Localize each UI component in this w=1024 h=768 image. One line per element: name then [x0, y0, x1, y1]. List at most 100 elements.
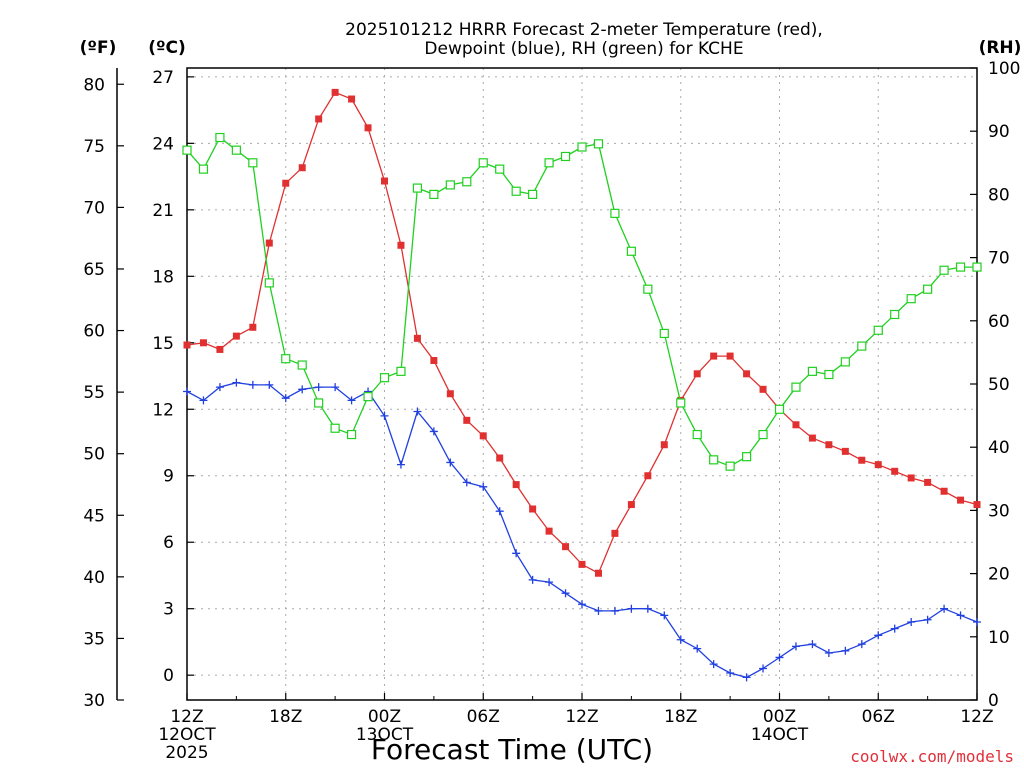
- x-tick-label: 14OCT: [751, 725, 809, 745]
- dewpoint-point: [956, 611, 965, 620]
- fahrenheit-tick-label: 60: [83, 322, 105, 342]
- rh-point: [297, 360, 307, 370]
- temperature-point: [232, 332, 240, 340]
- temperature-point: [381, 177, 388, 185]
- temperature-point: [430, 357, 438, 365]
- rh-point: [824, 369, 834, 380]
- fahrenheit-tick-label: 45: [83, 506, 105, 526]
- dewpoint-point: [857, 640, 866, 649]
- temperature-point: [660, 441, 668, 449]
- rh-point: [363, 392, 373, 402]
- temperature-point: [825, 441, 833, 449]
- dewpoint-point: [578, 600, 586, 609]
- dewpoint-point: [429, 427, 438, 436]
- temperature-point: [957, 496, 965, 504]
- rh-point: [676, 398, 686, 408]
- fahrenheit-tick-label: 40: [83, 568, 105, 588]
- dewpoint-point: [874, 631, 883, 640]
- rh-point: [495, 164, 505, 174]
- rh-point: [445, 180, 455, 190]
- rh-point: [709, 455, 719, 465]
- x-tick-label: 06Z: [467, 707, 500, 727]
- temperature-point: [331, 88, 339, 96]
- temperature-point: [644, 472, 652, 480]
- rh-point: [528, 189, 538, 199]
- x-tick-label: 00Z: [368, 707, 401, 727]
- dewpoint-point: [627, 604, 636, 613]
- dewpoint-point: [281, 394, 290, 403]
- rh-point: [873, 325, 883, 335]
- grid-lines: [186, 68, 978, 700]
- rh-point: [593, 139, 604, 149]
- title-line-2: Dewpoint (blue), RH (green) for KCHE: [424, 39, 743, 59]
- series-layer: [182, 88, 982, 682]
- temperature-point: [578, 560, 586, 568]
- temperature-point: [348, 95, 356, 103]
- rh-tick-label: 30: [988, 501, 1010, 521]
- rh-point: [330, 423, 340, 433]
- dewpoint-point: [528, 575, 537, 584]
- temperature-point: [183, 341, 191, 349]
- dewpoint-point: [298, 385, 307, 394]
- temperature-point: [874, 461, 882, 469]
- rh-point: [923, 284, 933, 294]
- rh-point: [478, 158, 488, 168]
- x-tick-label: 12Z: [170, 707, 203, 727]
- dewpoint-point: [199, 396, 208, 405]
- dewpoint-point: [759, 664, 768, 673]
- dewpoint-point: [561, 589, 570, 598]
- rh-tick-label: 100: [988, 59, 1020, 79]
- temperature-point: [529, 505, 537, 513]
- rh-point: [840, 357, 850, 367]
- rh-tick-label: 10: [988, 628, 1010, 648]
- series-rh: [182, 132, 982, 471]
- dewpoint-point: [545, 578, 554, 587]
- rh-point: [692, 429, 702, 440]
- chart-title: 2025101212 HRRR Forecast 2-meter Tempera…: [345, 20, 823, 59]
- rh-point: [560, 151, 571, 162]
- dewpoint-point: [331, 383, 340, 392]
- rh-point: [972, 262, 982, 272]
- fahrenheit-unit-label: (ºF): [80, 38, 117, 58]
- dewpoint-point: [726, 668, 735, 677]
- rh-point: [791, 382, 801, 392]
- rh-point: [379, 373, 390, 383]
- rh-point: [281, 354, 291, 364]
- fahrenheit-tick-label: 65: [83, 260, 105, 280]
- x-tick-label: 18Z: [664, 707, 697, 727]
- temperature-point: [479, 432, 487, 440]
- dewpoint-point: [940, 604, 949, 613]
- rh-point: [890, 309, 900, 320]
- rh-point: [955, 262, 966, 272]
- dewpoint-point: [512, 549, 521, 558]
- rh-point: [231, 145, 241, 155]
- rh-tick-label: 50: [988, 375, 1010, 395]
- rh-point: [544, 158, 554, 168]
- temperature-point: [940, 487, 948, 495]
- rh-point: [758, 429, 768, 440]
- temperature-point: [858, 456, 866, 464]
- rh-point: [462, 177, 472, 187]
- temperature-point: [364, 124, 372, 132]
- temperature-point: [907, 474, 915, 482]
- fahrenheit-tick-label: 35: [83, 629, 105, 649]
- fahrenheit-axis: 30 35 40 45 50 55 60 65 70 75 80: [83, 68, 124, 711]
- temperature-point: [891, 467, 899, 475]
- dewpoint-point: [396, 460, 405, 469]
- rh-unit-label: (RH): [979, 38, 1022, 58]
- rh-tick-label: 90: [988, 122, 1010, 142]
- dewpoint-point: [841, 646, 850, 655]
- celsius-tick-label: 12: [152, 400, 174, 420]
- rh-point: [610, 208, 620, 218]
- temperature-point: [265, 239, 273, 247]
- dewpoint-point: [643, 604, 652, 613]
- temperature-point: [397, 241, 405, 249]
- dewpoint-point: [380, 411, 389, 420]
- temperature-point: [282, 179, 290, 187]
- rh-point: [511, 186, 521, 196]
- temperature-point: [298, 164, 306, 172]
- fahrenheit-tick-label: 50: [83, 445, 105, 465]
- temperature-point: [693, 370, 701, 378]
- plot-frame: [186, 67, 978, 701]
